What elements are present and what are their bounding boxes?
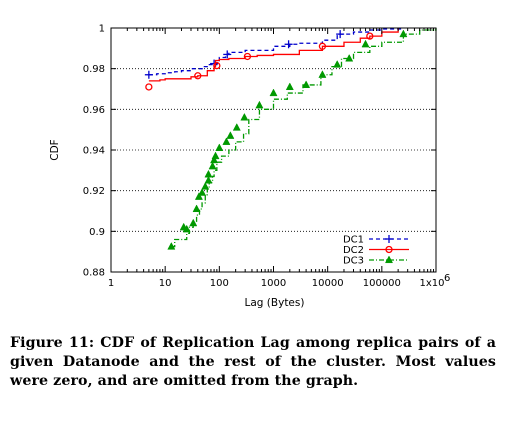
data-point-dc2 [145, 83, 153, 91]
data-point-dc2 [318, 42, 327, 50]
legend-label-dc2: DC2 [343, 245, 364, 256]
data-point-dc3 [302, 80, 311, 88]
x-tick-label: 1000 [261, 278, 286, 289]
data-point-dc3 [361, 39, 370, 48]
data-point-dc2 [213, 61, 221, 70]
data-point-dc3 [192, 204, 201, 213]
data-point-dc3 [208, 161, 217, 170]
y-tick-label: 0.96 [83, 105, 105, 116]
series-layer [144, 28, 437, 250]
legend-label-dc3: DC3 [343, 256, 364, 267]
y-tick-label: 0.92 [83, 186, 105, 197]
data-point-dc3 [215, 143, 224, 152]
grid-layer [111, 68, 436, 232]
legend-marker-dc2 [385, 245, 393, 254]
data-point-dc3 [201, 182, 210, 190]
x-tick-exponent: 6 [444, 273, 450, 284]
data-point-dc3 [167, 242, 176, 250]
cdf-chart: 0.88 0.9 0.92 0.94 0.96 0.98 1 1 10 100 1000 10000 1… [49, 24, 451, 310]
data-point-dc3 [204, 169, 213, 178]
legend-marker-dc1 [385, 235, 393, 243]
figure-caption: Figure 11: CDF of Replication Lag among … [10, 335, 496, 389]
data-point-dc3 [333, 60, 342, 68]
data-point-dc2 [366, 32, 374, 40]
data-point-dc3 [232, 123, 241, 131]
series-dc1 [144, 28, 405, 79]
data-point-dc3 [198, 188, 207, 196]
data-point-dc3 [210, 155, 219, 164]
data-point-dc3 [318, 70, 327, 78]
axis-layer: 0.88 0.9 0.92 0.94 0.96 0.98 1 1 10 100 1000 10000 1… [83, 24, 451, 290]
series-line-dc3 [171, 28, 437, 248]
data-point-dc3 [194, 192, 203, 200]
data-point-dc2 [243, 52, 252, 61]
series-line-dc2 [148, 28, 399, 82]
data-point-dc3 [182, 224, 191, 233]
x-tick-label: 100 [210, 278, 229, 289]
data-point-dc3 [226, 131, 235, 139]
x-axis-label: Lag (Bytes) [245, 297, 305, 309]
data-point-dc1 [284, 40, 293, 49]
x-tick-label: 1x10 [419, 278, 444, 289]
y-tick-label: 0.94 [83, 146, 105, 157]
x-tick-label: 10 [159, 278, 172, 289]
data-point-dc3 [399, 29, 408, 38]
y-tick-label: 0.9 [89, 227, 105, 238]
x-tick-label: 10000 [312, 278, 344, 289]
series-line-dc1 [148, 28, 405, 76]
data-point-dc3 [345, 53, 354, 62]
legend-label-dc1: DC1 [343, 235, 364, 246]
data-point-dc3 [255, 100, 264, 109]
y-tick-label: 0.98 [83, 64, 105, 75]
y-tick-label: 1 [99, 24, 105, 35]
data-point-dc3 [189, 218, 198, 227]
y-axis-label: CDF [49, 139, 61, 160]
data-point-dc3 [285, 82, 294, 91]
x-tick-label: 1 [108, 278, 114, 289]
data-point-dc3 [222, 137, 231, 145]
data-point-dc2 [194, 72, 202, 80]
data-point-dc1 [144, 70, 153, 79]
series-dc2 [145, 28, 399, 91]
data-point-dc1 [336, 30, 345, 39]
data-point-dc3 [204, 175, 213, 184]
data-point-dc1 [223, 50, 232, 59]
data-point-dc3 [269, 88, 278, 97]
y-tick-label: 0.88 [83, 268, 105, 279]
x-tick-label: 100000 [363, 278, 401, 289]
legend-marker-dc3 [384, 255, 394, 264]
series-dc3 [167, 28, 437, 250]
data-point-dc3 [240, 112, 249, 121]
data-point-dc3 [211, 151, 220, 160]
